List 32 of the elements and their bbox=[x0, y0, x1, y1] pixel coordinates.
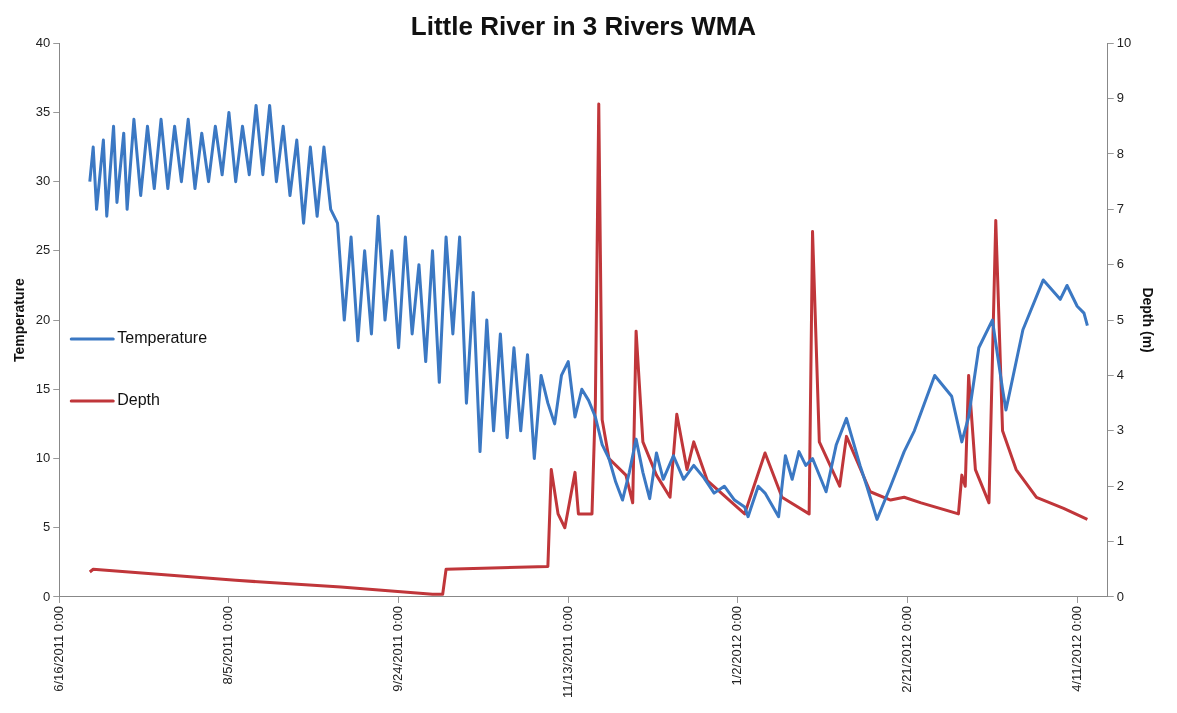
y-tick-label: 10 bbox=[35, 450, 51, 466]
y-tick-label: 20 bbox=[35, 311, 51, 327]
chart-title: Little River in 3 Rivers WMA bbox=[410, 10, 757, 41]
y-tick-label: 15 bbox=[35, 380, 51, 396]
y2-tick-label: 7 bbox=[1116, 200, 1124, 216]
y-tick-label: 40 bbox=[35, 34, 51, 50]
y2-tick-label: 8 bbox=[1116, 145, 1124, 161]
y-tick-label: 0 bbox=[43, 588, 51, 604]
x-tick-label: 11/13/2011 0:00 bbox=[559, 605, 575, 699]
y2-tick-label: 4 bbox=[1116, 367, 1124, 383]
y2-tick-label: 6 bbox=[1116, 256, 1124, 272]
y2-tick-label: 0 bbox=[1116, 588, 1124, 604]
x-tick-label: 8/5/2011 0:00 bbox=[220, 605, 236, 685]
y-tick-label: 5 bbox=[43, 519, 51, 535]
y2-tick-label: 3 bbox=[1116, 422, 1124, 438]
y2-tick-label: 5 bbox=[1116, 311, 1124, 327]
x-tick-label: 1/2/2012 0:00 bbox=[729, 605, 745, 686]
y2-tick-label: 1 bbox=[1116, 533, 1124, 549]
y-tick-label: 25 bbox=[35, 242, 51, 258]
y-tick-label: 30 bbox=[35, 173, 51, 189]
y2-axis-title: Depth (m) bbox=[1139, 287, 1156, 353]
x-tick-label: 6/16/2011 0:00 bbox=[50, 605, 66, 692]
y-tick-label: 35 bbox=[35, 104, 51, 119]
legend-label: Depth bbox=[117, 391, 160, 409]
y-axis-title: Temperature bbox=[11, 277, 28, 362]
y2-tick-label: 9 bbox=[1116, 90, 1124, 106]
legend-label: Temperature bbox=[117, 329, 208, 347]
y2-tick-label: 10 bbox=[1116, 34, 1132, 50]
x-tick-label: 9/24/2011 0:00 bbox=[390, 605, 406, 692]
y2-tick-label: 2 bbox=[1116, 477, 1124, 493]
x-tick-label: 4/11/2012 0:00 bbox=[1068, 605, 1084, 692]
x-tick-label: 2/21/2012 0:00 bbox=[899, 605, 915, 693]
